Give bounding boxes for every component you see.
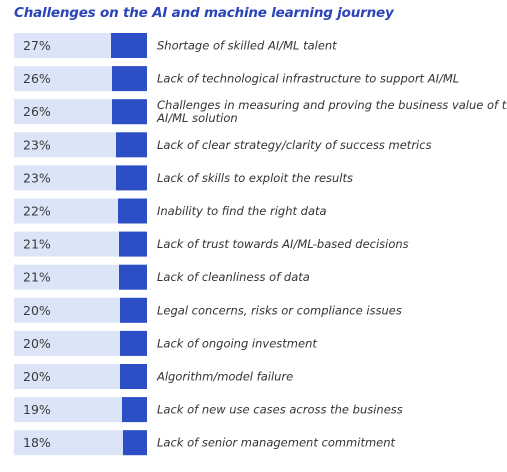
category-label: Lack of ongoing investment bbox=[157, 336, 317, 350]
category-label: AI/ML solution bbox=[156, 111, 238, 125]
bar bbox=[122, 397, 147, 423]
bar bbox=[119, 264, 147, 290]
bar bbox=[111, 33, 147, 58]
bar bbox=[116, 165, 147, 191]
bar bbox=[118, 198, 147, 224]
bar bbox=[120, 297, 147, 323]
value-label: 20% bbox=[23, 336, 51, 351]
value-label: 27% bbox=[23, 38, 51, 53]
value-label: 26% bbox=[23, 71, 51, 86]
bar bbox=[123, 430, 147, 456]
category-label: Legal concerns, risks or compliance issu… bbox=[157, 303, 402, 317]
bar bbox=[120, 330, 147, 356]
value-label: 21% bbox=[23, 237, 51, 252]
value-label: 20% bbox=[23, 369, 51, 384]
value-label: 21% bbox=[23, 270, 51, 285]
category-label: Lack of trust towards AI/ML-based decisi… bbox=[157, 237, 409, 251]
bar bbox=[119, 231, 147, 257]
value-label: 23% bbox=[23, 170, 51, 185]
value-label: 19% bbox=[23, 402, 51, 417]
value-label: 26% bbox=[23, 104, 51, 119]
value-label: 23% bbox=[23, 137, 51, 152]
category-label: Lack of new use cases across the busines… bbox=[157, 403, 403, 417]
category-label: Lack of senior management commitment bbox=[157, 436, 396, 450]
category-label: Challenges in measuring and proving the … bbox=[157, 98, 507, 112]
category-label: Lack of clear strategy/clarity of succes… bbox=[157, 138, 432, 152]
value-label: 18% bbox=[23, 435, 51, 450]
chart-title: Challenges on the AI and machine learnin… bbox=[14, 5, 394, 21]
category-label: Inability to find the right data bbox=[157, 204, 327, 218]
bar bbox=[120, 364, 147, 389]
category-label: Shortage of skilled AI/ML talent bbox=[157, 39, 337, 53]
category-label: Lack of skills to exploit the results bbox=[157, 171, 353, 185]
bar bbox=[112, 66, 147, 92]
category-label: Lack of technological infrastructure to … bbox=[157, 72, 459, 86]
category-label: Lack of cleanliness of data bbox=[157, 270, 310, 284]
bar bbox=[116, 132, 147, 158]
bar bbox=[112, 99, 147, 125]
category-label: Algorithm/model failure bbox=[156, 370, 293, 384]
value-label: 20% bbox=[23, 303, 51, 318]
value-label: 22% bbox=[23, 204, 51, 219]
